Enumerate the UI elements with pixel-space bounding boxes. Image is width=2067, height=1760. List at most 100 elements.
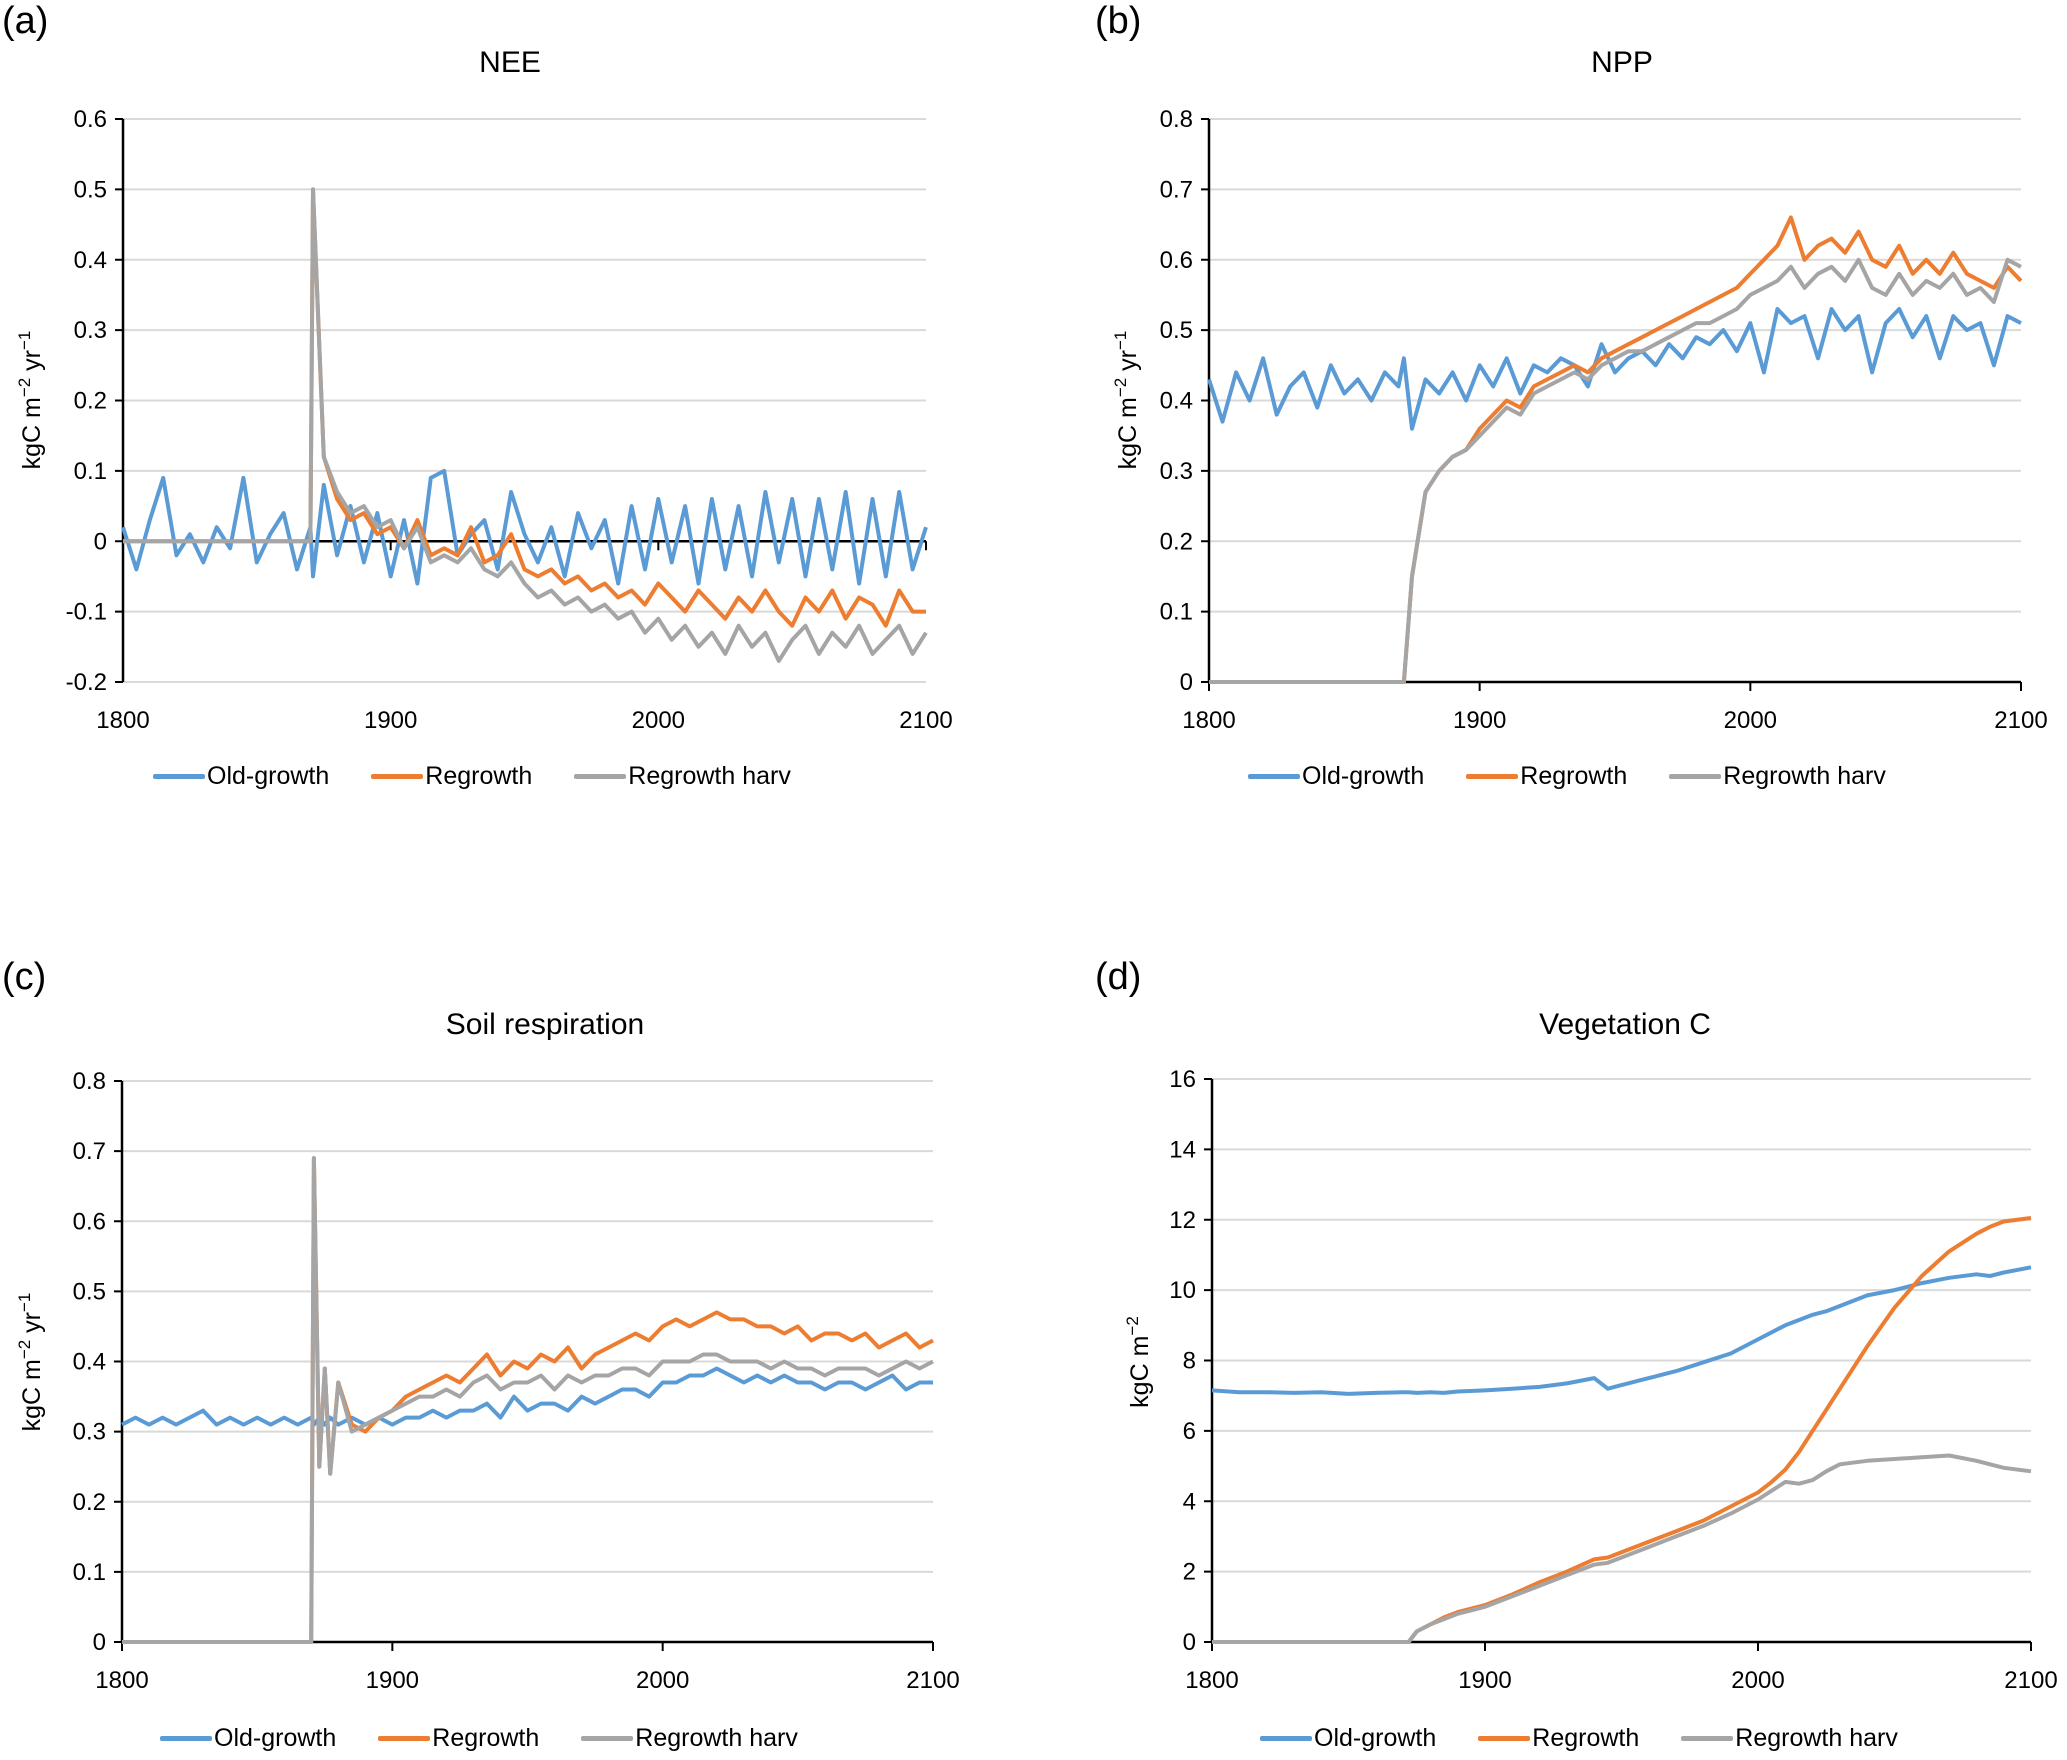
legend-item: Regrowth <box>371 762 532 791</box>
y-axis-title: kgC m−2 yr−1 <box>1111 331 1142 470</box>
x-tick-label: 1800 <box>1182 707 1235 734</box>
legend-item: Old-growth <box>153 762 329 791</box>
y-tick-label: 8 <box>1183 1348 1196 1375</box>
y-tick-label: 2 <box>1183 1559 1196 1586</box>
legend-label: Regrowth <box>1520 762 1628 790</box>
legend-swatch <box>1681 1736 1734 1741</box>
y-tick-label: 16 <box>1169 1066 1196 1093</box>
legend-label: Regrowth harv <box>628 762 791 790</box>
panel-c-legend: Old-growth Regrowth Regrowth harv <box>160 1724 840 1753</box>
legend-swatch <box>1248 774 1300 779</box>
legend-swatch <box>581 1736 634 1741</box>
y-tick-label: 0.4 <box>74 247 107 274</box>
series-line-regrowth-harv <box>1212 1453 2032 1644</box>
legend-swatch <box>1466 774 1519 779</box>
y-tick-label: 0.8 <box>73 1068 106 1095</box>
legend-label: Regrowth <box>1532 1724 1640 1752</box>
legend-item: Old-growth <box>160 1724 336 1753</box>
y-tick-label: -0.2 <box>66 669 107 696</box>
legend-label: Regrowth <box>432 1724 540 1752</box>
y-tick-label: 0 <box>1180 669 1193 696</box>
x-tick-label: 1900 <box>364 707 417 734</box>
y-tick-label: 6 <box>1183 1418 1196 1445</box>
y-tick-label: 12 <box>1169 1207 1196 1234</box>
y-tick-label: 0.4 <box>1160 388 1193 415</box>
y-tick-label: 14 <box>1169 1136 1196 1163</box>
legend-label: Old-growth <box>207 762 330 790</box>
x-tick-label: 2000 <box>632 707 685 734</box>
y-tick-label: 0.2 <box>1160 528 1193 555</box>
legend-item: Regrowth <box>1478 1724 1639 1753</box>
legend-label: Old-growth <box>214 1724 337 1752</box>
legend-item: Regrowth <box>378 1724 539 1753</box>
y-tick-label: 0 <box>94 528 107 555</box>
y-axis-title-text: kgC m−2 yr−1 <box>15 331 46 470</box>
x-tick-label: 2100 <box>2004 1667 2057 1694</box>
x-tick-label: 1900 <box>366 1667 419 1694</box>
legend-swatch <box>378 1736 431 1741</box>
y-tick-label: 0.6 <box>73 1208 106 1235</box>
legend-item: Regrowth harv <box>1681 1724 1898 1753</box>
y-tick-label: 0.2 <box>73 1489 106 1516</box>
panel-b-title: NPP <box>1591 46 1653 79</box>
legend-swatch <box>574 774 627 779</box>
panel-d-label: (d) <box>1095 956 1142 998</box>
legend-item: Regrowth harv <box>574 762 791 791</box>
legend-label: Regrowth harv <box>1735 1724 1898 1752</box>
x-tick-label: 1900 <box>1458 1667 1511 1694</box>
legend-label: Regrowth <box>425 762 533 790</box>
legend-swatch <box>153 774 205 779</box>
y-tick-label: 0.3 <box>1160 458 1193 485</box>
legend-item: Old-growth <box>1260 1724 1436 1753</box>
series-line-regrowth-harv <box>1209 257 2022 684</box>
panel-b-label: (b) <box>1095 0 1142 42</box>
legend-label: Old-growth <box>1314 1724 1437 1752</box>
y-tick-label: 0.2 <box>74 388 107 415</box>
series-line-regrowth-harv <box>122 1156 934 1644</box>
y-tick-label: 0.1 <box>1160 599 1193 626</box>
panel-d-title: Vegetation C <box>1539 1008 1711 1041</box>
panel-b-legend: Old-growth Regrowth Regrowth harv <box>1248 762 1928 791</box>
y-tick-label: 10 <box>1169 1277 1196 1304</box>
y-tick-label: 0.7 <box>1160 176 1193 203</box>
legend-swatch <box>1478 1736 1531 1741</box>
legend-swatch <box>371 774 424 779</box>
y-axis-title: kgC m−2 <box>1123 1316 1154 1408</box>
y-tick-label: 0.7 <box>73 1138 106 1165</box>
y-tick-label: 0.1 <box>73 1559 106 1586</box>
series-line-old-growth <box>121 1366 933 1427</box>
panel-c-title: Soil respiration <box>445 1008 645 1041</box>
y-axis-title-text: kgC m−2 yr−1 <box>15 1293 46 1432</box>
y-tick-label: 0.5 <box>74 176 107 203</box>
y-tick-label: 0.6 <box>1160 247 1193 274</box>
y-tick-label: 0.5 <box>73 1278 106 1305</box>
y-tick-label: 0.5 <box>1160 317 1193 344</box>
series-line-old-growth <box>121 468 928 586</box>
y-tick-label: 0.3 <box>74 317 107 344</box>
series-line-old-growth <box>1207 307 2022 431</box>
legend-swatch <box>1669 774 1722 779</box>
y-tick-label: 0.6 <box>74 106 107 133</box>
y-tick-label: 0.4 <box>73 1349 106 1376</box>
legend-label: Regrowth harv <box>635 1724 798 1752</box>
x-tick-label: 2000 <box>1731 1667 1784 1694</box>
x-tick-label: 1800 <box>95 1667 148 1694</box>
legend-item: Regrowth <box>1466 762 1627 791</box>
x-tick-label: 2000 <box>1724 707 1777 734</box>
y-tick-label: 0 <box>1183 1629 1196 1656</box>
y-axis-title-text: kgC m−2 yr−1 <box>1111 331 1142 470</box>
x-tick-label: 2100 <box>899 707 952 734</box>
legend-item: Regrowth harv <box>581 1724 798 1753</box>
panel-a-title: NEE <box>479 46 541 79</box>
legend-swatch <box>1260 1736 1312 1741</box>
series-line-regrowth-harv <box>123 187 928 663</box>
series-line-old-growth <box>1211 1265 2032 1396</box>
x-tick-label: 1800 <box>1185 1667 1238 1694</box>
legend-label: Old-growth <box>1302 762 1425 790</box>
y-tick-label: 0 <box>93 1629 106 1656</box>
x-tick-label: 2000 <box>636 1667 689 1694</box>
y-tick-label: 0.1 <box>74 458 107 485</box>
legend-item: Regrowth harv <box>1669 762 1886 791</box>
